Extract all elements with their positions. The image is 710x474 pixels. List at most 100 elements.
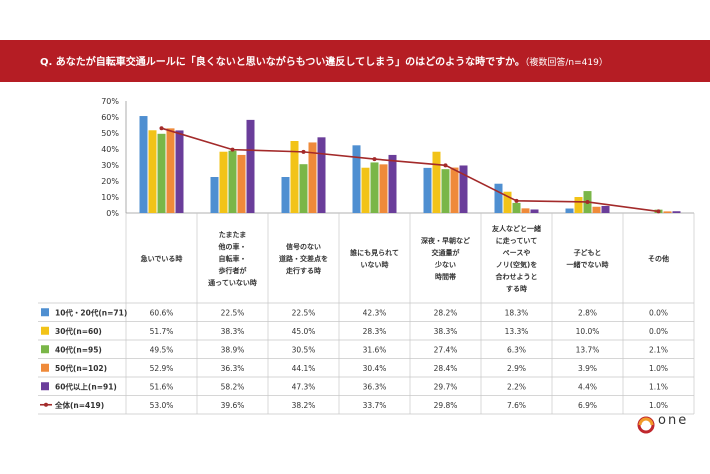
- question-banner: Q. あなたが自転車交通ルールに「良くないと思いながらもつい違反してしまう」のは…: [0, 40, 710, 82]
- data-value-label: 42.3%: [363, 308, 387, 317]
- overall-line-point: [443, 163, 448, 168]
- data-value-label: 28.3%: [363, 327, 387, 336]
- category-label-line: する時: [506, 284, 527, 293]
- data-value-label: 49.5%: [150, 345, 174, 354]
- y-tick-label: 70%: [101, 97, 119, 106]
- data-value-label: 27.4%: [434, 345, 458, 354]
- category-label-line: 信号のない: [286, 242, 321, 251]
- category-label-line: 友人などと一緒: [491, 224, 541, 233]
- y-tick-label: 40%: [101, 145, 119, 154]
- bar: [530, 209, 539, 213]
- bar: [210, 177, 219, 213]
- data-value-label: 2.1%: [649, 345, 668, 354]
- bar: [565, 208, 574, 213]
- data-value-label: 13.3%: [505, 327, 529, 336]
- bar: [157, 133, 166, 213]
- bar: [450, 167, 459, 213]
- category-label-line: 子どもと: [574, 248, 602, 257]
- data-value-label: 33.7%: [363, 401, 387, 410]
- overall-line-point: [301, 149, 306, 154]
- company-logo: one: [636, 411, 692, 437]
- data-value-label: 22.5%: [292, 308, 316, 317]
- bar: [379, 164, 388, 213]
- data-value-label: 7.6%: [507, 401, 526, 410]
- y-tick-label: 0%: [106, 209, 119, 218]
- data-value-label: 1.0%: [649, 401, 668, 410]
- bar: [441, 169, 450, 213]
- question-text: Q. あなたが自転車交通ルールに「良くないと思いながらもつい違反してしまう」のは…: [40, 57, 525, 68]
- bar: [361, 167, 370, 213]
- bar: [388, 154, 397, 213]
- legend-swatch: [41, 363, 49, 372]
- data-value-label: 53.0%: [150, 401, 174, 410]
- overall-line-point: [514, 198, 519, 203]
- data-value-label: 28.4%: [434, 364, 458, 373]
- data-value-label: 3.9%: [578, 364, 597, 373]
- data-value-label: 47.3%: [292, 382, 316, 391]
- data-value-label: 38.3%: [434, 327, 458, 336]
- bar: [175, 130, 184, 213]
- data-value-label: 6.9%: [578, 401, 597, 410]
- y-tick-label: 10%: [101, 193, 119, 202]
- category-label: 信号のない道路・交差点を走行する時: [279, 242, 328, 275]
- legend-label: 40代(n=95): [55, 344, 102, 354]
- y-tick-label: 50%: [101, 129, 119, 138]
- data-value-label: 30.4%: [363, 364, 387, 373]
- category-label: 子どもと一緒でない時: [567, 248, 609, 269]
- bar: [166, 128, 175, 213]
- data-value-label: 45.0%: [292, 327, 316, 336]
- bar: [237, 154, 246, 213]
- question-note: （複数回答/n=419）: [524, 58, 608, 68]
- category-label: 急いでいる時: [141, 254, 183, 263]
- category-label-line: 走行する時: [286, 266, 321, 275]
- bar: [299, 164, 308, 213]
- data-value-label: 18.3%: [505, 308, 529, 317]
- data-value-label: 28.2%: [434, 308, 458, 317]
- data-value-label: 1.1%: [649, 382, 668, 391]
- data-value-label: 51.7%: [150, 327, 174, 336]
- data-value-label: 51.6%: [150, 382, 174, 391]
- bar: [663, 211, 672, 213]
- bar: [503, 191, 512, 213]
- category-label-line: 誰にも見られて: [350, 248, 399, 257]
- category-label-line: 他の車・: [218, 242, 247, 251]
- category-label-line: その他: [648, 254, 669, 263]
- bar: [423, 167, 432, 213]
- data-value-label: 13.7%: [576, 345, 600, 354]
- category-label: 深夜・早朝など交通量が少ない時間帯: [421, 236, 470, 281]
- data-value-label: 10.0%: [576, 327, 600, 336]
- bar: [246, 119, 255, 213]
- question-title: Q. あなたが自転車交通ルールに「良くないと思いながらもつい違反してしまう」のは…: [40, 53, 608, 68]
- data-value-label: 29.7%: [434, 382, 458, 391]
- legend-swatch: [41, 308, 49, 317]
- data-value-label: 60.6%: [150, 308, 174, 317]
- data-value-label: 22.5%: [221, 308, 245, 317]
- data-value-label: 31.6%: [363, 345, 387, 354]
- overall-line-point: [656, 209, 661, 214]
- overall-line-point: [230, 147, 235, 152]
- bar: [459, 165, 468, 213]
- bar: [148, 130, 157, 213]
- category-label: 誰にも見られていない時: [350, 248, 399, 269]
- data-value-label: 6.3%: [507, 345, 526, 354]
- y-tick-label: 60%: [101, 113, 119, 122]
- bar: [228, 150, 237, 213]
- data-value-label: 39.6%: [221, 401, 245, 410]
- legend-label: 50代(n=102): [55, 363, 107, 373]
- legend-swatch: [41, 382, 49, 391]
- category-label: その他: [648, 254, 669, 263]
- data-value-label: 4.4%: [578, 382, 597, 391]
- bar: [432, 151, 441, 213]
- bar: [494, 183, 503, 213]
- data-value-label: 29.8%: [434, 401, 458, 410]
- bar: [219, 151, 228, 213]
- category-label-line: 深夜・早朝など: [421, 236, 470, 245]
- category-label: 友人などと一緒に走っていてペースやノリ(空気)を合わせようとする時: [491, 224, 541, 293]
- legend-label: 60代以上(n=91): [55, 381, 117, 391]
- category-label-line: 合わせようと: [495, 272, 538, 281]
- overall-line-point: [372, 157, 377, 162]
- data-value-label: 1.0%: [649, 364, 668, 373]
- overall-line-point: [585, 199, 590, 204]
- data-value-label: 2.9%: [507, 364, 526, 373]
- data-value-label: 2.8%: [578, 308, 597, 317]
